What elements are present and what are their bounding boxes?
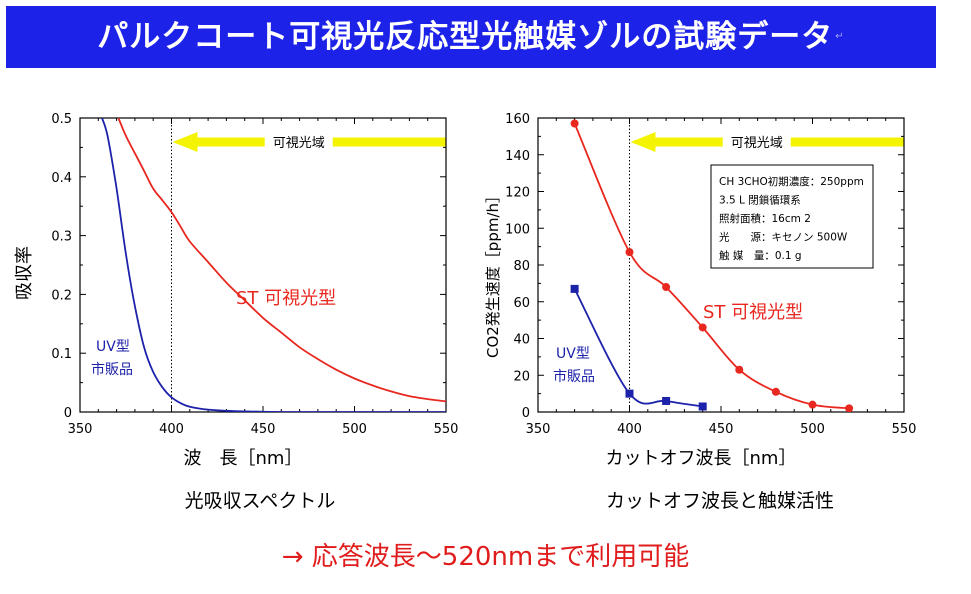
visible-range-arrowhead-icon: [172, 132, 198, 152]
y-tick-label: 0.5: [51, 112, 72, 127]
plot-frame: [79, 117, 447, 413]
st-data-point: [662, 283, 671, 292]
plot-area: [101, 118, 446, 412]
visible-range-label: 可視光域: [273, 136, 325, 151]
y-tick-label: 0.4: [51, 171, 72, 186]
st-data-point: [625, 248, 634, 257]
st-data-point: [808, 400, 817, 409]
uv-series-label-sub: 市販品: [91, 361, 133, 378]
y-tick-label: 0.2: [51, 288, 72, 303]
x-tick-label: 550: [892, 422, 917, 437]
conditions-line: 照射面積：16cm 2: [719, 212, 811, 225]
uv-series-label-sub: 市販品: [553, 368, 595, 385]
y-tick-label: 0: [522, 406, 530, 421]
x-tick-label: 400: [159, 422, 184, 437]
x-tick-label: 500: [342, 422, 367, 437]
plot-area: [570, 119, 854, 412]
x-tick-label: 450: [251, 422, 276, 437]
uv-data-point: [662, 396, 671, 405]
y-tick-label: 0.3: [51, 230, 72, 245]
y-tick-label: 160: [505, 112, 530, 127]
y-tick-label: 100: [505, 222, 530, 237]
y-tick-label: 140: [505, 149, 530, 164]
st-series-line: [117, 118, 446, 403]
x-tick-label: 550: [434, 422, 459, 437]
y-axis-label: 吸収率: [14, 246, 35, 300]
y-axis-label: CO2発生速度［ppm/h］: [484, 188, 502, 358]
y-tick-label: 60: [513, 296, 530, 311]
x-tick-label: 350: [68, 422, 93, 437]
y-tick-label: 40: [513, 333, 530, 348]
chart-right: 可視光域 350 400 450 500 550 0 20 40 60 80 100 120 140 160…: [484, 112, 916, 469]
st-data-point: [845, 404, 854, 412]
x-axis-label: 波 長［nm］: [184, 448, 303, 469]
conditions-line: 3.5 L 閉鎖循環系: [719, 194, 801, 207]
x-tick-label: 500: [800, 422, 825, 437]
uv-data-point: [625, 389, 634, 398]
x-tick-label: 400: [617, 422, 642, 437]
y-tick-label: 0: [64, 406, 72, 421]
conditions-line: CH 3CHO初期濃度：250ppm: [719, 175, 864, 188]
x-tick-label: 350: [526, 422, 551, 437]
uv-data-point: [570, 284, 579, 293]
conditions-box: [710, 164, 874, 269]
y-tick-label: 0.1: [51, 347, 72, 362]
st-series-line: [573, 123, 850, 410]
y-tick-label: 20: [513, 369, 530, 384]
right-chart-caption: カットオフ波長と触媒活性: [605, 490, 834, 512]
visible-range-label-bg: [722, 133, 791, 151]
y-tick-label: 80: [513, 259, 530, 274]
uv-series-label: UV型: [96, 339, 130, 355]
chart-left: 可視光域 350 400 450 500 550 0 0.1 0.2 0.3 0.4 0.5 波 長［n…: [14, 112, 458, 469]
st-data-point: [570, 119, 579, 128]
uv-data-point: [698, 402, 707, 411]
x-tick-label: 450: [709, 422, 734, 437]
visible-range-label-bg: [264, 133, 333, 151]
x-axis-label: カットオフ波長［nm］: [606, 448, 797, 469]
conclusion-text: → 応答波長～520nmまで利用可能: [281, 542, 690, 572]
conditions-line: 触 媒 量：0.1 g: [719, 249, 802, 262]
st-data-point: [698, 323, 707, 332]
y-tick-label: 120: [505, 186, 530, 201]
page-title: パルクコート可視光反応型光触媒ゾルの試験データ: [97, 19, 834, 55]
left-chart-caption: 光吸収スペクトル: [184, 490, 336, 512]
st-series-label: ST 可視光型: [236, 288, 336, 309]
return-mark-icon: ↵: [835, 31, 845, 42]
visible-range-arrowhead-icon: [630, 132, 656, 152]
uv-series-line: [573, 288, 703, 408]
st-data-point: [735, 365, 744, 374]
st-series-label: ST 可視光型: [703, 302, 803, 323]
title-banner: パルクコート可視光反応型光触媒ゾルの試験データ ↵: [6, 6, 936, 68]
visible-range-label: 可視光域: [731, 136, 783, 151]
uv-series-line: [101, 118, 446, 412]
st-data-point: [771, 387, 780, 396]
conditions-line: 光 源：キセノン 500W: [719, 231, 848, 244]
uv-series-label: UV型: [556, 346, 590, 362]
